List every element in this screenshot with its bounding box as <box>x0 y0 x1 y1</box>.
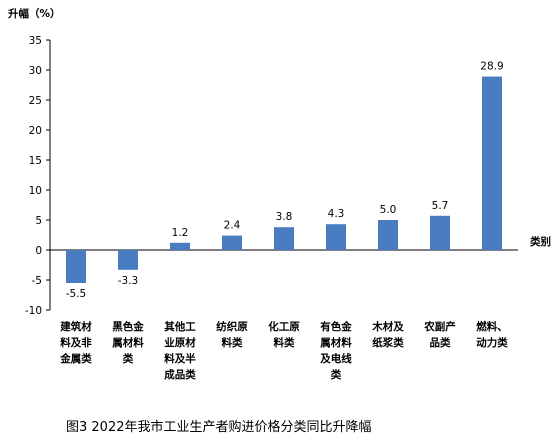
category-label-line: 有色金 <box>320 320 352 333</box>
category-label-line: 其他工 <box>164 320 196 333</box>
category-label-line: 黑色金 <box>112 320 144 333</box>
category-label: 其他工业原材料及半成品类 <box>164 320 196 381</box>
data-label: 1.2 <box>172 227 189 239</box>
bar <box>378 220 398 250</box>
category-label-line: 木材及 <box>371 320 404 333</box>
data-label: 28.9 <box>480 61 503 73</box>
category-label-line: 类 <box>123 352 134 365</box>
category-label-line: 料类 <box>222 336 243 349</box>
category-label-line: 动力类 <box>476 336 508 349</box>
bar <box>170 242 190 250</box>
category-label-line: 属材料 <box>319 336 352 349</box>
category-label: 黑色金属材料类 <box>111 320 144 365</box>
data-label: 3.8 <box>276 211 293 223</box>
data-label: 4.3 <box>328 208 345 220</box>
y-tick-label: -10 <box>25 305 42 317</box>
plot-area: -10 -5 0 5 10 15 20 25 30 35 -5.5 建筑材料及非金属类 -3.3 黑色金属… <box>25 35 518 381</box>
y-tick-label: 0 <box>35 245 42 257</box>
category-label-line: 料及非 <box>60 336 92 349</box>
category-label-line: 类 <box>331 368 342 381</box>
category-label-line: 及电线 <box>320 352 352 365</box>
bar <box>482 76 502 250</box>
category-label-line: 料及半 <box>164 352 196 365</box>
category-label-line: 燃料、 <box>476 320 508 333</box>
data-label: 5.7 <box>432 200 449 212</box>
category-label: 木材及纸浆类 <box>371 320 404 349</box>
category-label: 化工原料类 <box>268 320 300 349</box>
category-label-line: 纸浆类 <box>372 336 404 349</box>
bar <box>430 215 450 250</box>
y-tick-label: 25 <box>29 95 42 107</box>
y-tick-label: 15 <box>29 155 42 167</box>
category-label-line: 金属类 <box>59 352 92 365</box>
y-tick-label: 30 <box>29 65 42 77</box>
category-label-line: 化工原 <box>268 320 300 333</box>
data-label: 5.0 <box>380 204 397 216</box>
y-tick-label: 5 <box>35 215 42 227</box>
category-label: 有色金属材料及电线类 <box>319 320 352 381</box>
category-label: 燃料、动力类 <box>476 320 508 349</box>
category-label: 建筑材料及非金属类 <box>59 320 92 365</box>
category-label: 纺织原料类 <box>216 320 248 349</box>
category-label-line: 属材料 <box>111 336 144 349</box>
bar <box>274 227 294 250</box>
data-label: -5.5 <box>66 288 87 300</box>
bar <box>66 250 86 283</box>
category-label-line: 纺织原 <box>216 320 248 333</box>
bar <box>118 250 138 270</box>
y-tick-label: 10 <box>29 185 42 197</box>
category-label-line: 成品类 <box>164 368 196 381</box>
category-label-line: 料类 <box>274 336 295 349</box>
category-label-line: 建筑材 <box>59 320 92 333</box>
y-tick-label: -5 <box>32 275 42 287</box>
y-tick-label: 20 <box>29 125 42 137</box>
bar <box>326 224 346 250</box>
category-label-line: 业原材 <box>164 336 196 349</box>
bar <box>222 235 242 250</box>
category-label-line: 农副产 <box>423 320 456 333</box>
category-label-line: 品类 <box>430 336 451 349</box>
y-axis-title: 升幅（%） <box>8 7 61 20</box>
y-tick-label: 35 <box>29 35 42 47</box>
chart-title: 图3 2022年我市工业生产者购进价格分类同比升降幅 <box>66 419 372 435</box>
category-label: 农副产品类 <box>423 320 456 349</box>
x-axis-title: 类别 <box>530 235 551 248</box>
data-label: 2.4 <box>224 220 241 232</box>
data-label: -3.3 <box>118 275 139 287</box>
